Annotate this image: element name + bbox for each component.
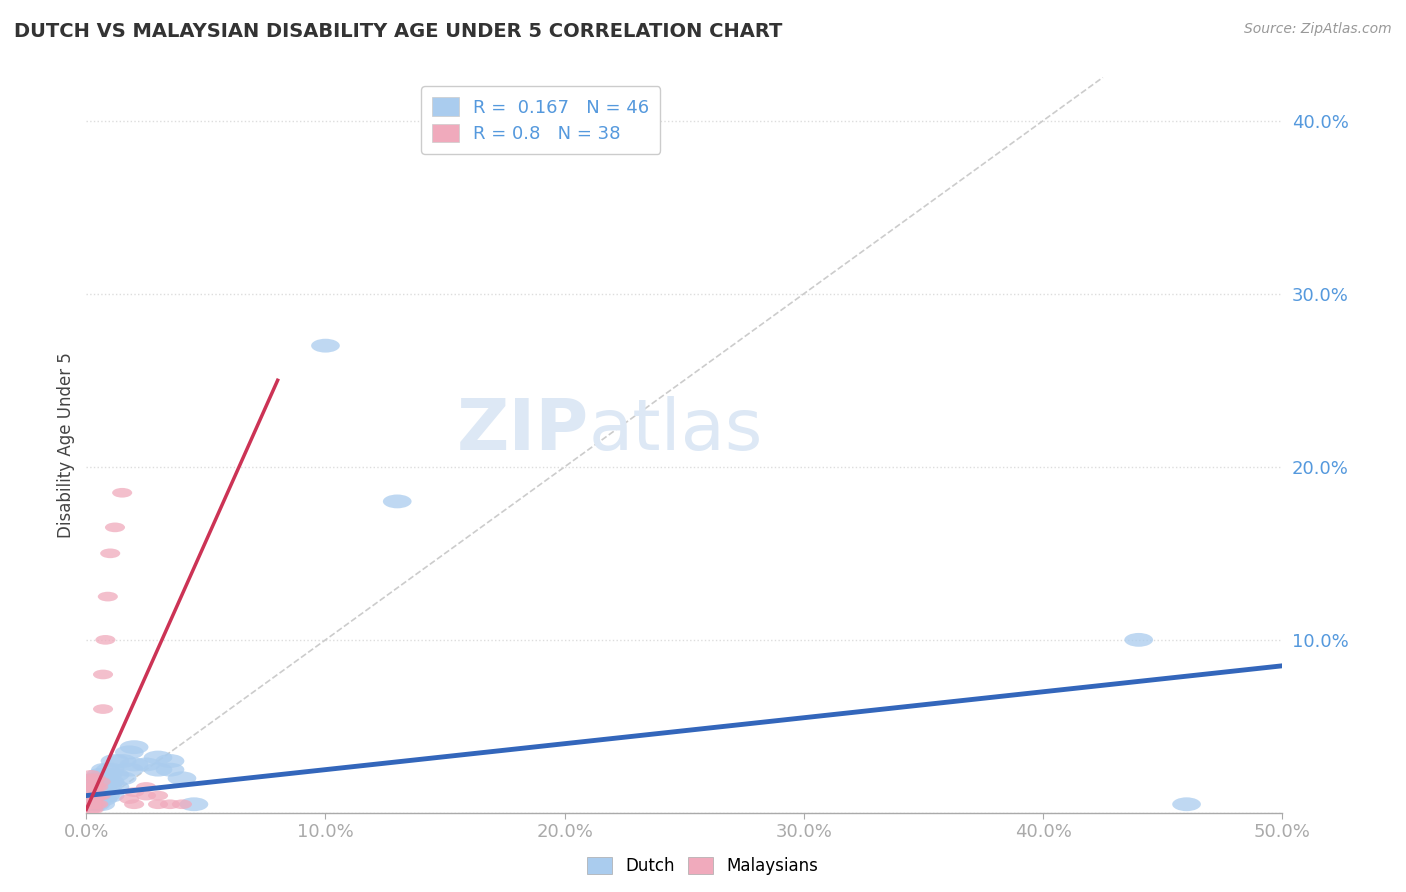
Ellipse shape — [156, 754, 184, 768]
Ellipse shape — [82, 805, 101, 814]
Ellipse shape — [148, 790, 169, 800]
Ellipse shape — [115, 763, 143, 777]
Ellipse shape — [89, 792, 117, 806]
Ellipse shape — [120, 794, 139, 804]
Ellipse shape — [91, 763, 120, 777]
Ellipse shape — [101, 768, 129, 781]
Ellipse shape — [86, 797, 115, 811]
Ellipse shape — [167, 772, 197, 785]
Ellipse shape — [86, 773, 105, 783]
Ellipse shape — [120, 757, 149, 772]
Ellipse shape — [108, 754, 136, 768]
Ellipse shape — [84, 780, 112, 794]
Ellipse shape — [93, 780, 122, 794]
Ellipse shape — [82, 780, 110, 794]
Ellipse shape — [172, 799, 193, 809]
Ellipse shape — [1125, 633, 1153, 647]
Legend: R =  0.167   N = 46, R = 0.8   N = 38: R = 0.167 N = 46, R = 0.8 N = 38 — [420, 87, 661, 154]
Ellipse shape — [83, 782, 104, 792]
Ellipse shape — [93, 768, 122, 781]
Ellipse shape — [86, 785, 115, 799]
Ellipse shape — [86, 768, 115, 781]
Ellipse shape — [82, 775, 110, 789]
Ellipse shape — [83, 794, 104, 804]
Ellipse shape — [89, 772, 117, 785]
Ellipse shape — [82, 770, 101, 780]
Ellipse shape — [132, 757, 160, 772]
Y-axis label: Disability Age Under 5: Disability Age Under 5 — [58, 352, 75, 538]
Ellipse shape — [79, 780, 108, 794]
Ellipse shape — [143, 763, 173, 777]
Ellipse shape — [86, 790, 105, 800]
Ellipse shape — [82, 797, 110, 811]
Ellipse shape — [96, 763, 125, 777]
Ellipse shape — [86, 775, 115, 789]
Ellipse shape — [79, 785, 108, 799]
Ellipse shape — [82, 794, 101, 804]
Ellipse shape — [89, 780, 117, 794]
Ellipse shape — [311, 339, 340, 352]
Ellipse shape — [86, 799, 105, 809]
Ellipse shape — [101, 754, 129, 768]
Text: atlas: atlas — [589, 396, 763, 465]
Ellipse shape — [82, 792, 110, 806]
Ellipse shape — [89, 790, 108, 800]
Ellipse shape — [83, 805, 104, 814]
Ellipse shape — [105, 523, 125, 533]
Ellipse shape — [156, 763, 184, 777]
Ellipse shape — [382, 494, 412, 508]
Ellipse shape — [83, 788, 104, 797]
Text: ZIP: ZIP — [457, 396, 589, 465]
Ellipse shape — [108, 772, 136, 785]
Ellipse shape — [124, 799, 145, 809]
Ellipse shape — [82, 790, 101, 800]
Ellipse shape — [90, 777, 111, 787]
Ellipse shape — [124, 788, 145, 797]
Ellipse shape — [1173, 797, 1201, 811]
Ellipse shape — [91, 789, 120, 803]
Ellipse shape — [143, 750, 173, 764]
Ellipse shape — [112, 488, 132, 498]
Ellipse shape — [89, 782, 108, 792]
Ellipse shape — [136, 782, 156, 792]
Ellipse shape — [77, 789, 105, 803]
Ellipse shape — [96, 635, 115, 645]
Ellipse shape — [84, 789, 112, 803]
Ellipse shape — [79, 797, 108, 811]
Ellipse shape — [136, 790, 156, 800]
Ellipse shape — [115, 746, 143, 759]
Text: DUTCH VS MALAYSIAN DISABILITY AGE UNDER 5 CORRELATION CHART: DUTCH VS MALAYSIAN DISABILITY AGE UNDER … — [14, 22, 782, 41]
Ellipse shape — [91, 775, 120, 789]
Ellipse shape — [148, 799, 169, 809]
Ellipse shape — [96, 789, 125, 803]
Ellipse shape — [82, 773, 101, 783]
Ellipse shape — [83, 777, 104, 787]
Ellipse shape — [93, 704, 112, 714]
Ellipse shape — [180, 797, 208, 811]
Ellipse shape — [93, 670, 112, 680]
Ellipse shape — [101, 780, 129, 794]
Ellipse shape — [160, 799, 180, 809]
Ellipse shape — [86, 782, 105, 792]
Legend: Dutch, Malaysians: Dutch, Malaysians — [579, 849, 827, 884]
Text: Source: ZipAtlas.com: Source: ZipAtlas.com — [1244, 22, 1392, 37]
Ellipse shape — [89, 799, 108, 809]
Ellipse shape — [90, 790, 111, 800]
Ellipse shape — [82, 799, 101, 809]
Ellipse shape — [120, 740, 149, 754]
Ellipse shape — [84, 772, 112, 785]
Ellipse shape — [100, 549, 121, 558]
Ellipse shape — [98, 591, 118, 601]
Ellipse shape — [83, 799, 104, 809]
Ellipse shape — [82, 782, 101, 792]
Ellipse shape — [96, 775, 125, 789]
